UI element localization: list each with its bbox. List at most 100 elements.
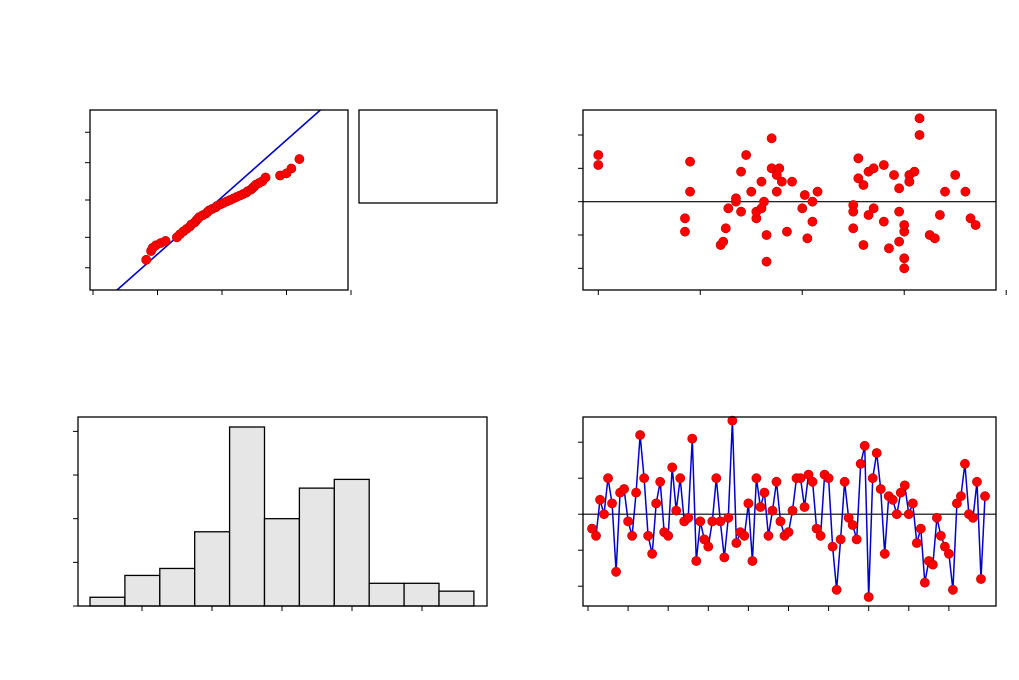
residual-fit-point [914,130,925,140]
residual-order-point [619,484,629,494]
residual-fit-point [965,213,976,224]
residual-fit-point [909,166,920,177]
residual-fit-point [807,216,818,227]
residual-order-point [831,584,842,595]
residual-order-point [847,520,858,530]
histogram-bar [368,582,405,607]
residual-order-point [743,498,754,509]
residual-order-point [651,498,662,509]
histogram-bar [124,574,161,607]
residual-order-point [919,577,930,588]
residual-fit-point [878,216,889,227]
residual-order-point [695,516,706,527]
residual-order-point [655,476,666,487]
residual-fit-point [914,113,925,124]
histogram-bar [298,487,335,607]
residual-fit-point [680,226,690,237]
residual-fit-point [868,203,879,214]
histogram-bar [403,582,440,607]
residual-order-point [787,505,798,516]
residual-fit-point [746,186,757,197]
residual-fit-point [774,163,785,174]
residual-fit-point [718,236,729,247]
residual-fit-point [853,153,864,164]
residual-fit-point [848,206,859,217]
residual-order-point [915,523,926,534]
residual-order-point [687,433,698,444]
residual-order-point [727,415,738,426]
residual-order-point [891,509,902,520]
residual-order-point [599,509,609,520]
residual-fit-point [950,170,961,180]
residual-fit-point [593,160,604,170]
residual-order-point [815,530,826,541]
residual-order-point [643,530,654,541]
residual-order-point [795,473,806,484]
residual-order-point [863,592,874,602]
residual-order-point [859,440,870,451]
residual-order-point [635,430,646,440]
residual-fit-point [960,186,971,197]
residual-fit-point [863,210,874,220]
residual-fit-point [858,240,869,250]
residual-order-point [631,487,642,498]
residual-order-point [956,491,966,502]
residual-order-point [731,538,742,548]
residual-order-point [639,473,650,484]
residual-fit-point [766,133,777,144]
histogram-plot [89,426,475,607]
residual-fit-point [756,176,767,187]
residual-vs-fit-plot [583,113,996,274]
residual-order-point [739,530,750,541]
residual-fit-point [741,150,752,160]
residual-order-point [903,509,914,520]
residual-fit-point [787,176,797,187]
residual-fit-point [894,183,905,194]
residual-order-point [611,566,621,577]
residual-fit-point [970,220,981,230]
residual-fit-point [680,213,690,224]
residual-order-point [775,516,786,527]
residual-order-point [867,473,878,484]
residual-order-point [980,491,990,502]
residual-order-point [827,541,838,552]
residual-order-point [935,530,946,541]
residual-fit-point [720,223,731,234]
residual-fit-point [858,180,869,190]
residual-order-point [783,527,794,538]
residual-fit-point [868,163,879,174]
residual-order-point [715,516,726,527]
residual-fit-point [935,210,945,220]
residual-order-point [607,498,617,509]
residual-fit-point [799,190,810,200]
residual-order-point [799,502,810,512]
residual-order-point [976,574,986,584]
residual-fit-point [807,196,818,207]
residual-order-point [871,448,882,458]
residual-order-point [671,505,682,516]
residual-order-frame [582,416,997,607]
histogram-bar [89,596,126,607]
residual-fit-point [771,186,782,197]
residual-order-point [771,476,782,487]
probability-point [260,172,271,183]
residual-order-point [927,559,938,570]
residual-order-point [711,473,722,484]
residual-order-point [851,534,862,545]
residual-order-point [751,473,762,484]
histogram-bar [263,518,301,607]
residual-order-point [823,473,834,484]
residual-order-point [835,534,846,545]
residual-fit-point [929,233,940,244]
residual-order-point [663,530,674,541]
residual-fit-point [802,233,813,244]
residual-order-point [767,505,778,516]
residual-order-point [763,530,774,541]
residual-vs-order-plot [583,415,996,602]
residual-fit-point [878,160,889,170]
normal-probability-plot [116,109,321,291]
probability-point [141,254,152,265]
residual-fit-point [940,186,950,197]
residual-order-point [948,584,958,595]
residual-fit-point [731,193,741,204]
